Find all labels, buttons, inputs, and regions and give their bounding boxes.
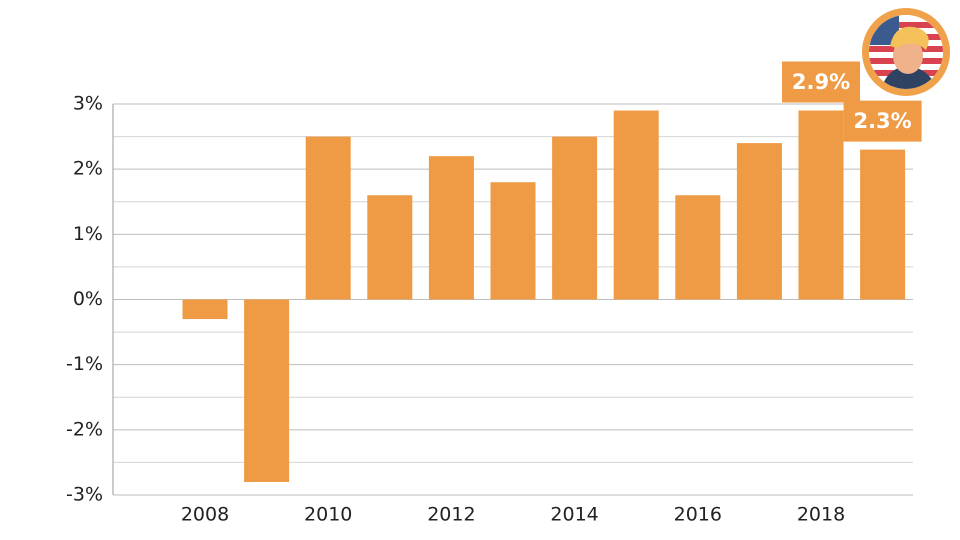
x-tick-label: 2008 (181, 504, 229, 526)
bar (244, 299, 290, 482)
value-label: 2.9% (792, 70, 850, 94)
x-tick-label: 2018 (797, 504, 845, 526)
bar (675, 195, 721, 300)
bar (613, 110, 659, 300)
avatar-icon (862, 8, 950, 96)
y-tick-label: 3% (73, 93, 103, 115)
x-tick-label: 2016 (674, 504, 722, 526)
y-tick-label: -1% (66, 353, 103, 375)
bar (305, 136, 351, 300)
y-tick-label: 1% (73, 223, 103, 245)
value-label-box (843, 100, 922, 142)
bar (490, 182, 536, 300)
bar (552, 136, 598, 300)
bar (860, 149, 906, 300)
bar (736, 143, 782, 300)
bar (182, 299, 228, 320)
x-tick-label: 2010 (304, 504, 352, 526)
bar (428, 156, 474, 300)
x-tick-label: 2014 (550, 504, 598, 526)
value-label-box (782, 61, 860, 103)
value-label: 2.3% (853, 109, 911, 133)
y-tick-label: 2% (73, 158, 103, 180)
x-tick-label: 2012 (427, 504, 475, 526)
bar (367, 195, 413, 300)
bar (798, 110, 844, 300)
y-tick-label: -2% (66, 418, 103, 440)
y-tick-label: 0% (73, 288, 103, 310)
y-tick-label: -3% (66, 484, 103, 506)
